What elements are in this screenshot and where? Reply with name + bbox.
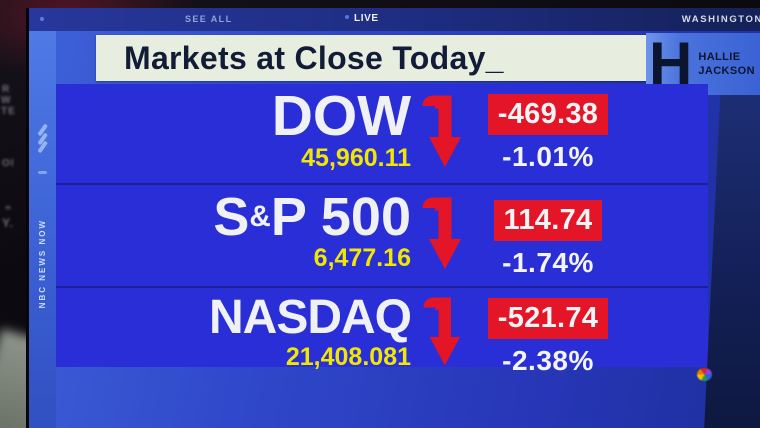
live-dot-icon <box>345 15 349 19</box>
nbc-news-now-sidebar: NBC NEWS NOW <box>29 31 56 428</box>
screen-body: NBC NEWS NOW Markets at Close Today_ H H… <box>29 31 760 428</box>
change-value-badge: -521.74 <box>487 298 609 339</box>
sidebar-vertical-label: NBC NEWS NOW <box>38 219 47 309</box>
logo-letter-h: H <box>649 33 692 95</box>
down-arrow-icon <box>422 197 461 269</box>
row-separator <box>56 183 708 185</box>
market-row-nasdaq: NASDAQ 21,408.081 -521.74 -2.38% <box>56 292 708 377</box>
background-text-fragment: TE <box>1 106 16 117</box>
background-text-fragment: W <box>1 95 12 106</box>
change-percent: -1.74% <box>502 247 594 278</box>
index-name: DOW <box>271 84 411 148</box>
index-value: 45,960.11 <box>301 144 411 172</box>
index-value: 21,408.081 <box>285 343 411 371</box>
change-percent: -1.01% <box>502 141 594 172</box>
broadcast-top-bar: SEE ALL LIVE WASHINGTON <box>29 8 760 31</box>
index-value: 6,477.16 <box>313 244 411 272</box>
row-separator <box>56 286 708 288</box>
background-text-fragment: OI <box>2 158 15 169</box>
markets-data-panel: DOW 45,960.11 -469.38 -1.01% <box>56 84 708 376</box>
background-text-fragment: Y. <box>2 216 15 230</box>
change-value-badge: -469.38 <box>487 94 609 135</box>
change-percent: -2.38% <box>502 345 594 376</box>
see-all-label: SEE ALL <box>185 14 233 24</box>
live-badge: LIVE <box>345 13 379 24</box>
anchor-name: HALLIE JACKSON <box>698 50 755 79</box>
anchor-last-name: JACKSON <box>698 65 755 77</box>
index-name: S&P 500 <box>213 187 411 247</box>
live-label: LIVE <box>354 13 379 24</box>
down-arrow-icon <box>422 95 461 167</box>
background-text-fragment: " <box>5 203 13 218</box>
change-value-badge: 114.74 <box>493 200 603 241</box>
market-row-dow: DOW 45,960.11 -469.38 -1.01% <box>56 84 708 175</box>
background-text-fragment: R <box>2 84 11 95</box>
nbc-news-now-logo-icon <box>29 123 56 174</box>
headline-banner: Markets at Close Today_ <box>96 35 647 81</box>
market-row-sp500: S&P 500 6,477.16 114.74 -1.74% <box>56 187 708 279</box>
bullet-dot-icon <box>40 17 44 21</box>
tv-screen: SEE ALL LIVE WASHINGTON NBC NEWS NOW Mar… <box>26 8 760 428</box>
nbc-peacock-icon <box>697 368 712 381</box>
banner-title: Markets at Close Today_ <box>124 39 504 76</box>
location-label: WASHINGTON <box>681 14 760 25</box>
anchor-first-name: HALLIE <box>698 50 741 63</box>
down-arrow-icon <box>423 297 461 366</box>
index-name: NASDAQ <box>208 291 412 344</box>
